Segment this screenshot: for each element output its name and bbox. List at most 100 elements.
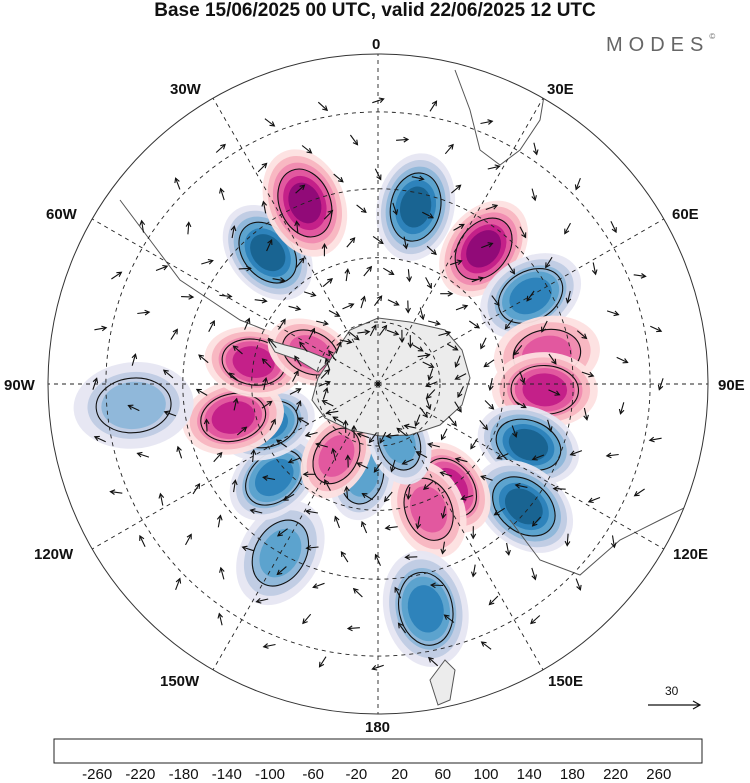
wind-arrow	[127, 404, 140, 412]
wind-arrow	[356, 462, 369, 469]
anomaly-contour	[399, 186, 432, 228]
wind-arrow	[531, 188, 537, 202]
wind-arrow	[321, 399, 334, 407]
wind-arrow	[308, 327, 316, 340]
wind-arrow	[324, 478, 331, 491]
lon-label-150w: 150W	[160, 673, 200, 690]
meridian-line	[212, 97, 379, 385]
streamline-loop	[492, 476, 556, 537]
wind-arrow	[275, 439, 288, 448]
wind-arrow	[318, 380, 331, 387]
wind-arrow	[346, 237, 356, 248]
wind-arrow	[487, 377, 494, 392]
wind-arrow	[228, 372, 239, 382]
south-america-coast	[119, 199, 266, 331]
wind-arrow	[487, 164, 501, 171]
wind-arrow	[422, 211, 435, 219]
wind-arrow	[244, 317, 251, 330]
anomaly-center-low	[474, 459, 574, 553]
wind-arrow	[383, 267, 395, 275]
wind-arrow	[328, 349, 337, 361]
wind-arrow	[131, 353, 138, 366]
wind-arrow	[232, 345, 243, 355]
wind-arrow	[371, 664, 384, 671]
wind-arrow	[531, 567, 537, 581]
meridian-line	[91, 383, 379, 550]
wind-arrow	[288, 305, 302, 312]
meridian-line	[212, 383, 379, 671]
wind-arrow	[287, 457, 301, 464]
wind-arrow	[267, 337, 277, 349]
wind-arrow	[484, 400, 495, 410]
wind-arrow	[346, 625, 360, 632]
wind-arrow	[480, 641, 492, 650]
wind-arrow	[219, 293, 233, 299]
colorbar-tick-label: -100	[254, 766, 286, 783]
wind-arrow	[397, 622, 407, 634]
wind-arrow	[454, 401, 462, 413]
streamline-loop	[398, 571, 454, 646]
wind-arrow	[450, 259, 463, 266]
wind-arrow	[374, 168, 382, 181]
wind-arrow	[504, 319, 514, 330]
wind-arrow	[345, 454, 351, 468]
wind-arrow	[480, 119, 494, 125]
wind-arrow	[139, 219, 146, 233]
wind-arrow	[446, 343, 459, 351]
wind-arrow	[440, 541, 447, 555]
colorbar-tick-label: -220	[125, 766, 156, 783]
wind-arrow	[360, 295, 367, 309]
wind-arrow	[425, 397, 432, 411]
wind-arrow	[262, 475, 276, 481]
africa-coast	[454, 69, 546, 166]
wind-arrow	[451, 184, 462, 194]
wind-arrow	[295, 184, 306, 194]
wind-arrow	[545, 256, 553, 269]
lon-label-0: 0	[372, 36, 381, 53]
wind-arrow	[419, 407, 428, 419]
wind-arrow	[356, 204, 367, 214]
wind-arrow	[480, 475, 493, 481]
colorbar-tick-label: 60	[434, 766, 452, 783]
wind-vectors	[92, 97, 664, 671]
streamline-loop	[454, 217, 513, 281]
wind-arrow	[531, 516, 542, 527]
meridian-line	[91, 218, 379, 385]
colorbar-frame	[53, 738, 703, 764]
wind-arrow	[137, 309, 151, 316]
wind-arrow	[299, 341, 308, 352]
anomaly-contour	[508, 428, 549, 461]
wind-arrow	[372, 235, 384, 245]
wind-arrow	[266, 238, 273, 252]
wind-arrow	[479, 419, 489, 431]
anomaly-center-low	[376, 153, 456, 261]
wind-arrow	[321, 243, 328, 257]
wind-arrow	[480, 337, 487, 350]
wind-arrow	[422, 361, 435, 369]
wind-arrow	[192, 482, 201, 495]
wind-arrow	[616, 356, 629, 364]
new-zealand	[429, 659, 456, 706]
colorbar-tick-label: 180	[559, 766, 585, 783]
streamline-loop	[277, 168, 333, 238]
wind-arrow	[385, 433, 399, 439]
wind-arrow	[356, 432, 370, 439]
logo-mark: ©	[709, 32, 716, 42]
wind-arrow	[396, 136, 410, 143]
south-pole-marker	[376, 382, 380, 386]
lon-label-60w: 60W	[46, 206, 77, 223]
wind-arrow	[399, 329, 405, 344]
wind-arrow	[454, 456, 468, 463]
wind-arrow	[470, 526, 477, 540]
wind-arrow	[216, 514, 223, 528]
wind-arrow	[373, 295, 383, 307]
antarctic-peninsula	[266, 339, 331, 373]
wind-arrow	[564, 222, 571, 235]
wind-arrow	[455, 304, 469, 311]
lon-label-90e: 90E	[718, 377, 745, 394]
wind-arrow	[195, 388, 208, 396]
wind-arrow	[361, 493, 373, 501]
map-title: Base 15/06/2025 00 UTC, valid 22/06/2025…	[154, 0, 596, 21]
wind-arrow	[427, 368, 434, 381]
anomaly-center-high	[262, 149, 348, 257]
